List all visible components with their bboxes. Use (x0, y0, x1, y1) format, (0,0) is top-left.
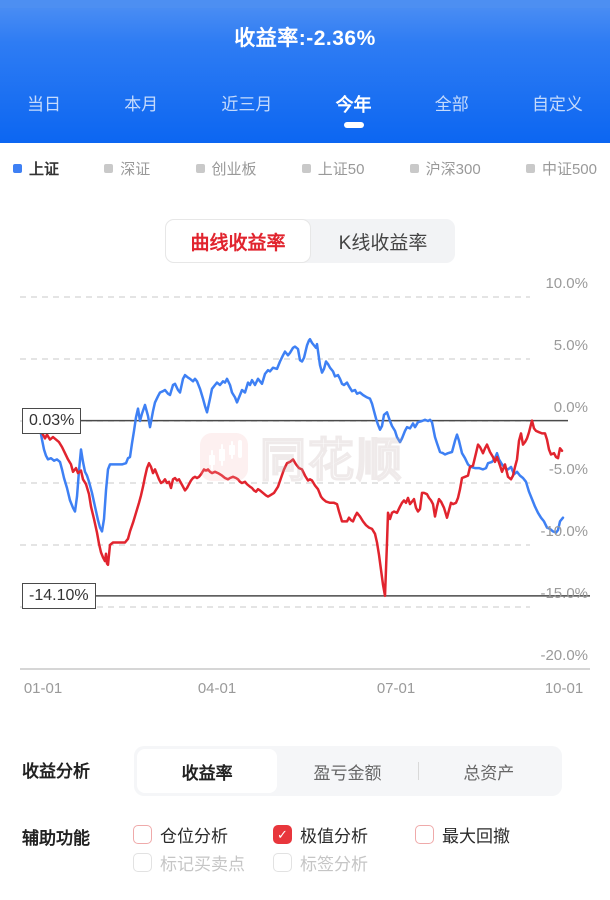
legend-swatch-icon (104, 164, 114, 173)
tab-this-month[interactable]: 本月 (124, 95, 159, 114)
legend-label: 上证50 (317, 161, 365, 178)
checkbox-extreme-value-analysis[interactable]: ✓ 极值分析 (273, 822, 368, 847)
tab-this-year[interactable]: 今年 (336, 92, 372, 118)
legend-label: 上证 (29, 161, 60, 178)
tab-today[interactable]: 当日 (27, 95, 61, 114)
legend-item-shangzheng[interactable]: 上证 (13, 158, 59, 179)
ytick-4: -10.0% (540, 523, 588, 540)
analysis-section-label: 收益分析 (22, 762, 90, 781)
ytick-2: 0.0% (553, 399, 588, 416)
legend-item-shangzheng50[interactable]: 上证50 (301, 158, 365, 179)
checkbox-max-drawdown[interactable]: 最大回撤 (415, 822, 510, 847)
checkbox-icon (415, 825, 434, 844)
checkbox-label: 标记买卖点 (160, 855, 245, 874)
legend-swatch-icon (525, 164, 535, 173)
tab-profit-loss-amount[interactable]: 盈亏金额 (313, 763, 382, 783)
checkbox-label: 最大回撤 (442, 827, 510, 846)
legend-swatch-icon (301, 164, 311, 173)
legend-label: 中证500 (541, 161, 597, 178)
checkbox-tag-analysis[interactable]: 标签分析 (273, 850, 368, 875)
index-legend: 上证 深证 创业板 上证50 沪深300 中证500 (0, 158, 610, 179)
analysis-tabs: 收益率 盈亏金额 总资产 (134, 746, 562, 796)
tab-total-assets[interactable]: 总资产 (463, 763, 515, 783)
return-chart[interactable]: 同花顺 10.0% 5.0% 0.0% -5.0% -10.0% -15.0% … (0, 275, 610, 700)
checkbox-icon (273, 853, 292, 872)
min-value-marker: -14.10% (22, 582, 96, 609)
xtick-1: 04-01 (197, 680, 237, 697)
tab-3-months[interactable]: 近三月 (221, 95, 273, 114)
tab-custom[interactable]: 自定义 (531, 95, 583, 114)
checkbox-icon (133, 853, 152, 872)
ytick-1: 5.0% (553, 337, 588, 354)
ytick-5: -15.0% (540, 585, 588, 602)
legend-label: 深证 (120, 161, 151, 178)
xtick-3: 10-01 (544, 680, 584, 697)
tab-all[interactable]: 全部 (434, 95, 469, 114)
legend-item-shenzheng[interactable]: 深证 (104, 158, 150, 179)
legend-swatch-icon (409, 164, 419, 173)
segment-divider (417, 762, 419, 780)
legend-label: 创业板 (211, 161, 257, 178)
period-tabs: 当日 本月 近三月 今年 全部 自定义 (0, 92, 610, 118)
tab-return-rate[interactable]: 收益率 (137, 749, 278, 793)
toggle-kline-return[interactable]: K线收益率 (338, 232, 428, 254)
xtick-2: 07-01 (376, 680, 416, 697)
chart-canvas (20, 296, 590, 670)
checkbox-position-analysis[interactable]: 仓位分析 (133, 822, 228, 847)
header-top-strip (0, 0, 610, 8)
aux-section-label: 辅助功能 (22, 829, 90, 848)
checkbox-label: 极值分析 (300, 827, 368, 846)
max-value-marker: 0.03% (22, 407, 82, 434)
xtick-0: 01-01 (23, 680, 63, 697)
legend-item-zhongzheng500[interactable]: 中证500 (525, 158, 597, 179)
checkbox-label: 仓位分析 (160, 827, 228, 846)
ytick-3: -5.0% (548, 461, 588, 478)
legend-item-chuangyeban[interactable]: 创业板 (195, 158, 257, 179)
legend-item-hushen300[interactable]: 沪深300 (409, 158, 481, 179)
chart-type-toggle: 曲线收益率 K线收益率 (165, 219, 455, 263)
toggle-curve-return[interactable]: 曲线收益率 (165, 219, 311, 263)
legend-label: 沪深300 (425, 161, 481, 178)
checkbox-icon (133, 825, 152, 844)
header: 收益率:-2.36% 当日 本月 近三月 今年 全部 自定义 (0, 0, 610, 143)
checkbox-label: 标签分析 (300, 855, 368, 874)
ytick-6: -20.0% (540, 647, 588, 664)
page-title: 收益率:-2.36% (234, 27, 376, 50)
legend-swatch-icon (195, 164, 205, 173)
checkbox-mark-trade-points[interactable]: 标记买卖点 (133, 850, 245, 875)
ytick-0: 10.0% (545, 275, 588, 292)
checkbox-checked-icon: ✓ (273, 825, 292, 844)
legend-swatch-icon (13, 164, 22, 173)
